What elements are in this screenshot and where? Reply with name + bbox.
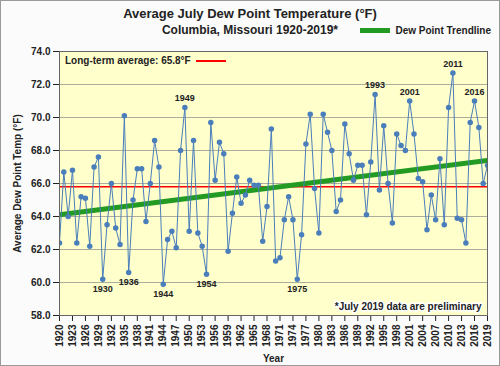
svg-text:2001: 2001 <box>404 324 415 347</box>
svg-text:1992: 1992 <box>365 324 376 347</box>
svg-text:2016: 2016 <box>469 324 480 347</box>
svg-text:1944: 1944 <box>153 289 173 299</box>
svg-text:1941: 1941 <box>144 324 155 347</box>
svg-text:2016: 2016 <box>465 87 485 97</box>
svg-text:70.0: 70.0 <box>31 112 51 123</box>
svg-text:2007: 2007 <box>430 324 441 347</box>
svg-text:*July 2019 data are preliminar: *July 2019 data are preliminary <box>335 301 482 312</box>
svg-text:68.0: 68.0 <box>31 145 51 156</box>
svg-text:1953: 1953 <box>196 324 207 347</box>
svg-text:1930: 1930 <box>93 284 113 294</box>
svg-text:Year: Year <box>263 353 284 364</box>
svg-text:2013: 2013 <box>456 324 467 347</box>
html-text:Average July Dew Point Tempera: Average July Dew Point Temperature (°F) <box>123 6 377 21</box>
svg-text:2004: 2004 <box>417 324 428 347</box>
svg-text:1998: 1998 <box>391 324 402 347</box>
svg-text:1954: 1954 <box>196 279 216 289</box>
svg-text:1995: 1995 <box>378 324 389 347</box>
svg-text:66.0: 66.0 <box>31 178 51 189</box>
svg-text:1983: 1983 <box>326 324 337 347</box>
svg-text:1968: 1968 <box>261 324 272 347</box>
svg-text:1956: 1956 <box>209 324 220 347</box>
svg-text:1993: 1993 <box>365 80 385 90</box>
svg-text:2010: 2010 <box>443 324 454 347</box>
svg-text:1977: 1977 <box>300 324 311 347</box>
svg-text:1971: 1971 <box>274 324 285 347</box>
svg-text:1959: 1959 <box>222 324 233 347</box>
svg-text:2001: 2001 <box>400 87 420 97</box>
svg-text:1949: 1949 <box>175 93 195 103</box>
svg-text:1980: 1980 <box>313 324 324 347</box>
svg-text:1932: 1932 <box>106 324 117 347</box>
svg-text:62.0: 62.0 <box>31 244 51 255</box>
svg-text:1936: 1936 <box>119 277 139 287</box>
svg-text:1926: 1926 <box>80 324 91 347</box>
html-text:Columbia, Missouri 1920-2019*: Columbia, Missouri 1920-2019* <box>162 23 338 37</box>
svg-text:2011: 2011 <box>443 59 463 69</box>
svg-text:1944: 1944 <box>157 324 168 347</box>
svg-text:1965: 1965 <box>248 324 259 347</box>
svg-text:1986: 1986 <box>339 324 350 347</box>
svg-text:58.0: 58.0 <box>31 310 51 321</box>
svg-text:1947: 1947 <box>170 324 181 347</box>
svg-text:1938: 1938 <box>132 324 143 347</box>
svg-text:60.0: 60.0 <box>31 277 51 288</box>
svg-text:1962: 1962 <box>235 324 246 347</box>
svg-text:74.0: 74.0 <box>31 46 51 57</box>
svg-text:1989: 1989 <box>352 324 363 347</box>
svg-text:1935: 1935 <box>119 324 130 347</box>
svg-text:72.0: 72.0 <box>31 79 51 90</box>
svg-text:Average Dew Point Temp (°F): Average Dew Point Temp (°F) <box>12 114 23 252</box>
svg-text:1975: 1975 <box>287 284 307 294</box>
svg-text:2019: 2019 <box>482 324 493 347</box>
svg-text:1974: 1974 <box>287 324 298 347</box>
svg-text:1923: 1923 <box>67 324 78 347</box>
svg-text:1950: 1950 <box>183 324 194 347</box>
html-text:Dew Point Trendline: Dew Point Trendline <box>395 25 491 36</box>
svg-text:1929: 1929 <box>93 324 104 347</box>
html-text:Long-term average: 65.8°F: Long-term average: 65.8°F <box>65 55 191 66</box>
svg-text:64.0: 64.0 <box>31 211 51 222</box>
svg-text:1920: 1920 <box>54 324 65 347</box>
